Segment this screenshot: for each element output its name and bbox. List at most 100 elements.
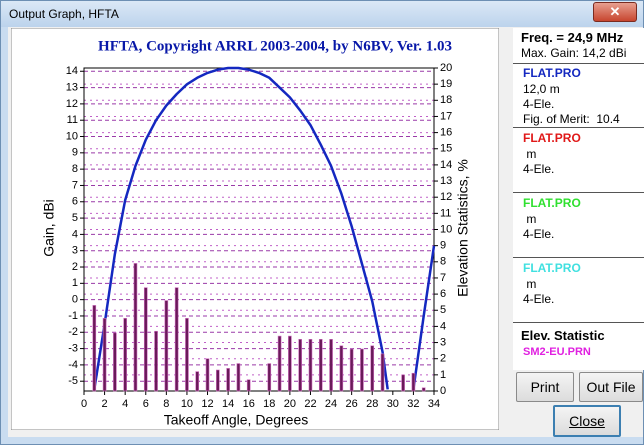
- file-detail: m: [523, 212, 537, 226]
- x-tick-label: 10: [181, 398, 193, 410]
- client-area: HFTA, Copyright ARRL 2003-2004, by N6BV,…: [8, 27, 644, 437]
- plot: -5-4-3-2-1012345678910111213140123456789…: [66, 62, 453, 410]
- bar: [246, 379, 251, 392]
- bar: [411, 372, 416, 392]
- bar: [123, 318, 127, 392]
- x-tick-label: 30: [387, 398, 399, 410]
- plot-frame: [83, 67, 435, 392]
- bar: [216, 369, 220, 392]
- file-detail: 4-Ele.: [523, 227, 555, 241]
- x-tick-label: 18: [263, 398, 275, 410]
- x-tick-label: 20: [284, 398, 296, 410]
- file-detail: 4-Ele.: [523, 162, 555, 176]
- y-tick-label: -3: [68, 342, 78, 354]
- close-button[interactable]: Close: [553, 405, 621, 437]
- y2-tick-label: 9: [440, 240, 446, 252]
- max-gain: Max. Gain: 14,2 dBi: [521, 46, 627, 60]
- y2-tick-label: 18: [440, 94, 452, 106]
- bar: [339, 345, 344, 392]
- x-tick-label: 28: [366, 398, 378, 410]
- y2-tick-label: 3: [440, 336, 446, 348]
- bar: [360, 348, 364, 392]
- y-tick-label: 10: [66, 130, 78, 142]
- y2-tick-label: 6: [440, 288, 446, 300]
- y-tick-label: 8: [72, 163, 78, 175]
- bar: [370, 345, 375, 392]
- frequency: Freq. = 24,9 MHz: [521, 30, 624, 45]
- x-tick-label: 0: [81, 398, 87, 410]
- file-detail: 12,0 m: [523, 82, 560, 96]
- y-tick-label: -1: [68, 310, 78, 322]
- file-name: FLAT.PRO: [523, 131, 581, 145]
- x-tick-label: 6: [143, 398, 149, 410]
- file-detail: m: [523, 147, 537, 161]
- y2-tick-label: 11: [440, 207, 451, 219]
- x-tick-label: 14: [222, 398, 234, 410]
- y2-tick-label: 2: [440, 353, 446, 365]
- y2-tick-label: 20: [440, 62, 452, 74]
- chart: HFTA, Copyright ARRL 2003-2004, by N6BV,…: [11, 28, 499, 430]
- file-detail: 4-Ele.: [523, 97, 555, 111]
- file-name: FLAT.PRO: [523, 196, 581, 210]
- x-tick-label: 4: [122, 398, 128, 410]
- bar: [205, 358, 210, 392]
- bar: [421, 387, 426, 392]
- y-tick-label: 12: [66, 98, 78, 110]
- x-tick-label: 12: [201, 398, 213, 410]
- bar: [113, 332, 117, 392]
- y2-tick-label: 19: [440, 78, 452, 90]
- y-tick-label: 13: [66, 81, 78, 93]
- y2-tick-label: 15: [440, 143, 452, 155]
- gain-line: [93, 66, 436, 390]
- bar: [174, 287, 179, 392]
- bar: [349, 348, 354, 392]
- y2-tick-label: 7: [440, 272, 446, 284]
- bar: [277, 335, 282, 392]
- y2-tick-label: 13: [440, 175, 452, 187]
- y-tick-label: 2: [72, 261, 78, 273]
- separator: [513, 192, 644, 193]
- bar: [318, 339, 323, 392]
- y2-tick-label: 14: [440, 159, 452, 171]
- y2-tick-label: 4: [440, 320, 446, 332]
- file-name: FLAT.PRO: [523, 261, 581, 275]
- y2-tick-label: 12: [440, 191, 452, 203]
- x-tick-label: 22: [304, 398, 316, 410]
- x-tick-label: 16: [243, 398, 255, 410]
- bar: [380, 353, 385, 392]
- y-tick-label: 5: [72, 212, 78, 224]
- y-tick-label: -2: [68, 326, 78, 338]
- out-file-button[interactable]: Out File: [579, 372, 643, 402]
- elev-file: SM2-EU.PRN: [523, 346, 591, 358]
- x-tick-label: 24: [325, 398, 337, 410]
- y2-tick-label: 0: [440, 385, 446, 397]
- y-tick-label: 4: [72, 228, 78, 240]
- bar: [92, 305, 97, 392]
- y-tick-label: -5: [68, 375, 78, 387]
- close-label: Close: [569, 413, 605, 429]
- bar: [401, 374, 405, 392]
- bar: [298, 339, 302, 392]
- bar: [236, 363, 241, 392]
- window-title: Output Graph, HFTA: [9, 7, 119, 21]
- y-tick-label: 14: [66, 65, 78, 77]
- bar: [154, 330, 158, 392]
- y-tick-label: -4: [68, 359, 78, 371]
- separator: [513, 63, 644, 64]
- window-close[interactable]: ✕: [593, 2, 637, 22]
- y2-tick-label: 10: [440, 223, 452, 235]
- y-tick-label: 7: [72, 179, 78, 191]
- separator: [513, 257, 644, 258]
- separator: [513, 127, 644, 128]
- print-button[interactable]: Print: [516, 372, 574, 402]
- bar: [164, 300, 169, 392]
- bar: [288, 335, 292, 392]
- x-tick-label: 8: [163, 398, 169, 410]
- y-tick-label: 9: [72, 147, 78, 159]
- file-detail: 4-Ele.: [523, 292, 555, 306]
- file-name: FLAT.PRO: [523, 66, 581, 80]
- file-detail: m: [523, 277, 537, 291]
- y2-tick-label: 1: [440, 369, 446, 381]
- info-panel: Freq. = 24,9 MHz Max. Gain: 14,2 dBi FLAT.…: [513, 28, 644, 370]
- bar: [185, 318, 189, 392]
